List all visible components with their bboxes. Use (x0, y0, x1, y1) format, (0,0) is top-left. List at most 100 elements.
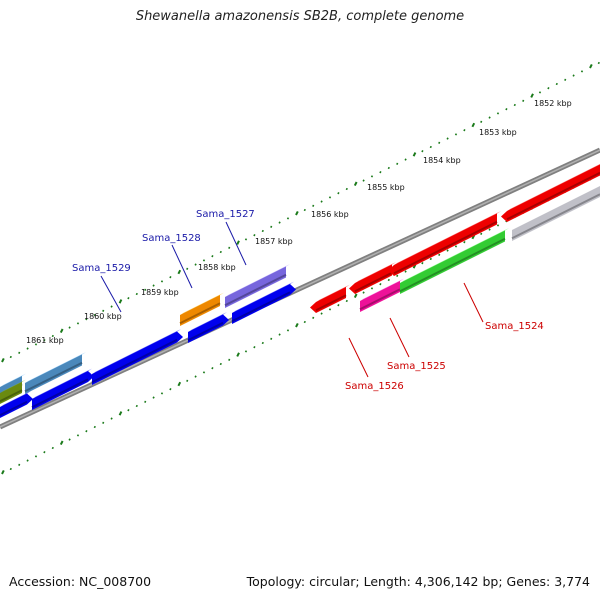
inner-tick (488, 228, 491, 231)
outer-tick (513, 103, 516, 107)
outer-tick (337, 192, 340, 195)
outer-tick (547, 87, 550, 90)
outer-tick (463, 129, 466, 132)
feature-sama-1529-shadow (24, 361, 83, 393)
outer-tick (387, 166, 390, 170)
gene-callouts (100, 221, 484, 378)
outer-tick (429, 145, 432, 149)
gene-features (0, 164, 600, 418)
inner-tick (328, 308, 332, 311)
map-title: Shewanella amazonensis SB2B, complete ge… (135, 9, 465, 24)
inner-tick (463, 241, 466, 244)
scale-label: 1858 kbp (198, 263, 236, 272)
genome-summary-text: Topology: circular; Length: 4,306,142 bp… (246, 574, 590, 589)
outer-tick (538, 91, 542, 94)
feature-red-2-shadow (354, 271, 393, 293)
feature-blue-3-shadow (91, 338, 178, 384)
inner-tick (270, 337, 273, 340)
scale-label: 1853 kbp (479, 128, 517, 137)
scale-label: 1861 kbp (26, 336, 64, 345)
feature-edge-left-top (0, 373, 26, 387)
inner-tick (295, 322, 299, 328)
inner-tick (278, 333, 281, 336)
outer-tick (127, 297, 130, 300)
feature-sama-1527-shadow (224, 273, 287, 307)
callout-line (348, 337, 369, 378)
inner-tick (362, 291, 365, 294)
inner-tick (160, 392, 164, 395)
outer-tick (320, 200, 323, 203)
outer-tick (68, 326, 71, 329)
outer-tick (564, 78, 567, 81)
feature-red-2 (349, 264, 392, 294)
outer-tick (353, 181, 358, 187)
inner-tick (68, 438, 71, 441)
callout-line (463, 282, 484, 323)
gene-labels: Sama_1527 Sama_1528 Sama_1529 Sama_1524 … (72, 209, 544, 392)
outer-tick (480, 120, 483, 123)
outer-tick (370, 175, 374, 178)
inner-tick (76, 434, 80, 437)
callout-line (389, 317, 410, 358)
scale-labels: 1852 kbp 1853 kbp 1854 kbp 1855 kbp 1856… (26, 99, 572, 345)
outer-tick (219, 250, 222, 254)
callout-line (225, 221, 247, 266)
feature-red-3-top (394, 211, 501, 265)
inner-tick (211, 367, 214, 370)
inner-tick (286, 329, 290, 332)
outer-tick (396, 162, 399, 165)
outer-tick (471, 122, 476, 128)
inner-tick (18, 463, 21, 466)
feature-blue-1-top (0, 391, 31, 407)
outer-tick (194, 263, 197, 266)
inner-tick (244, 350, 248, 353)
feature-olive-shadow (0, 389, 23, 403)
inner-tick (404, 270, 407, 273)
feature-sama-1529-top (25, 352, 86, 383)
inner-tick (110, 417, 113, 420)
inner-tick (312, 316, 315, 319)
inner-tick (202, 371, 206, 374)
outer-tick (152, 284, 155, 287)
outer-tick (589, 63, 593, 69)
backbone-highlight (0, 149, 600, 428)
outer-tick (76, 322, 80, 325)
outer-tick (59, 328, 64, 334)
inner-tick (26, 459, 29, 462)
inner-tick (496, 224, 500, 227)
inner-tick (454, 245, 458, 248)
outer-tick (118, 299, 123, 304)
outer-tick (412, 152, 417, 157)
outer-tick (270, 225, 273, 228)
inner-tick (93, 425, 96, 429)
inner-tick (1, 469, 5, 475)
outer-tick (93, 313, 96, 317)
inner-tick (169, 388, 172, 391)
outer-tick (312, 204, 315, 207)
feature-blue-3-top (92, 329, 181, 374)
inner-tick (135, 404, 138, 408)
feature-red-3 (388, 213, 497, 276)
feature-sama-1525-top (360, 278, 404, 301)
outer-tick (160, 280, 164, 283)
scale-label: 1852 kbp (534, 99, 572, 108)
inner-tick (438, 253, 441, 256)
outer-tick (34, 343, 38, 346)
outer-tick (522, 99, 525, 102)
feature-blue-5-shadow (231, 291, 291, 323)
feature-blue-4-shadow (187, 321, 224, 342)
outer-tick (303, 208, 306, 212)
outer-tick (597, 61, 600, 65)
scale-label: 1855 kbp (367, 183, 405, 192)
outer-tick (286, 217, 290, 220)
outer-tick (555, 82, 558, 86)
inner-tick (51, 446, 54, 450)
feature-sama-1528-top (180, 292, 224, 315)
inner-tick (421, 262, 424, 265)
inner-tick (396, 274, 399, 277)
feature-silver-top (512, 185, 600, 230)
backbone-lines (0, 147, 600, 430)
outer-tick (51, 334, 54, 338)
outer-tick (202, 259, 206, 262)
